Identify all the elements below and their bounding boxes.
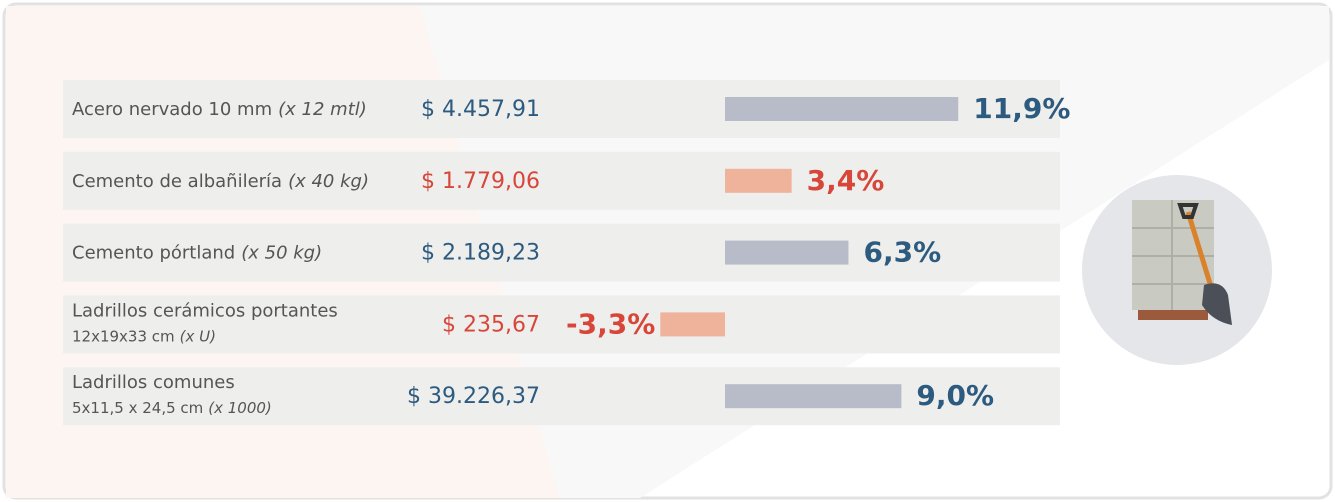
item-name-text: Cemento pórtland xyxy=(72,243,235,264)
item-unit: (x U) xyxy=(180,327,216,345)
item-name: Acero nervado 10 mm (x 12 mtl) xyxy=(72,99,367,120)
value-label: -3,3% xyxy=(566,307,655,340)
bar xyxy=(725,97,959,121)
bar xyxy=(660,312,725,337)
item-unit: (x 40 kg) xyxy=(288,171,369,192)
bar xyxy=(725,384,902,409)
item-unit: (x 12 mtl) xyxy=(278,99,367,120)
bar xyxy=(725,168,792,193)
item-size: 12x19x33 cm xyxy=(72,327,175,345)
price: $ 39.226,37 xyxy=(407,384,540,409)
row-bg xyxy=(63,295,1060,354)
item-detail: 12x19x33 cm (x U) xyxy=(72,327,216,345)
item-name: Cemento pórtland (x 50 kg) xyxy=(72,243,322,264)
value-label: 6,3% xyxy=(863,236,941,269)
row-bg xyxy=(63,223,1060,282)
value-label: 3,4% xyxy=(807,164,885,197)
item-name-text: Acero nervado 10 mm xyxy=(72,99,272,120)
item-name-text: Cemento de albañilería xyxy=(72,171,282,192)
item-unit: (x 1000) xyxy=(208,399,272,417)
value-label: 9,0% xyxy=(916,379,994,412)
item-name: Ladrillos comunes xyxy=(72,372,235,393)
item-detail: 5x11,5 x 24,5 cm (x 1000) xyxy=(72,399,272,417)
price: $ 2.189,23 xyxy=(421,241,540,266)
price: $ 1.779,06 xyxy=(421,169,540,194)
item-unit: (x 50 kg) xyxy=(241,243,322,264)
icon xyxy=(1082,175,1272,365)
item-name: Cemento de albañilería (x 40 kg) xyxy=(72,171,369,192)
row-bg xyxy=(63,151,1060,210)
price: $ 4.457,91 xyxy=(421,97,540,122)
value-label: 11,9% xyxy=(973,92,1070,125)
bar xyxy=(725,240,849,265)
item-name: Ladrillos cerámicos portantes xyxy=(72,300,338,321)
price: $ 235,67 xyxy=(442,312,540,337)
item-size: 5x11,5 x 24,5 cm xyxy=(72,399,203,417)
